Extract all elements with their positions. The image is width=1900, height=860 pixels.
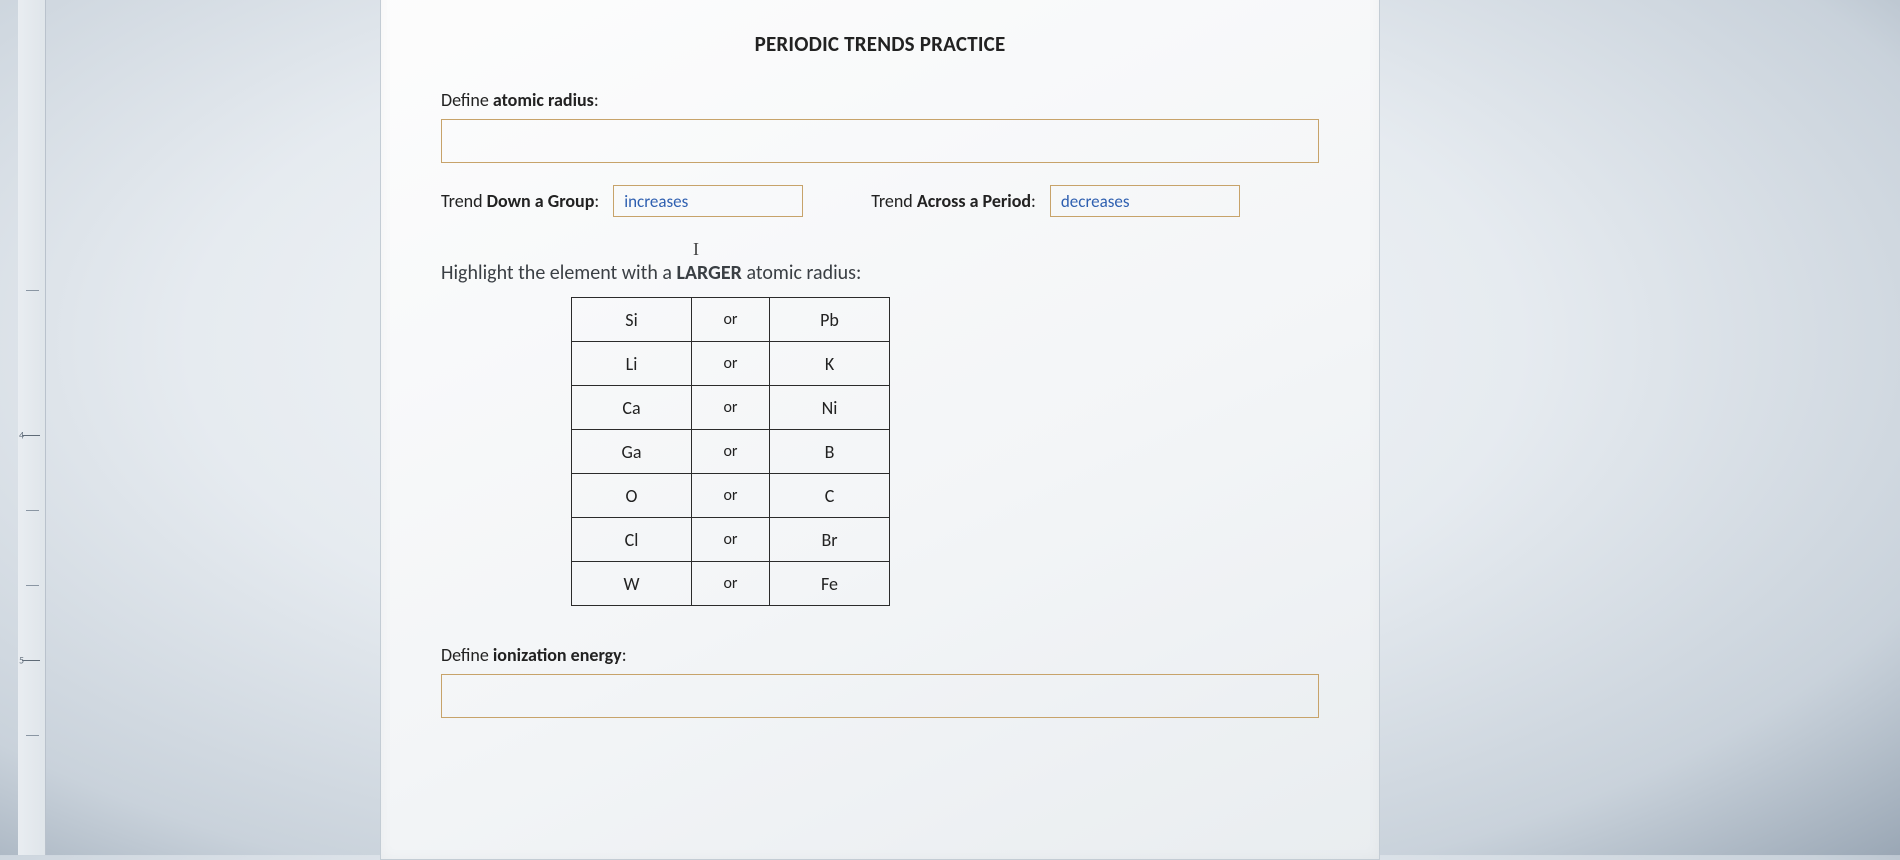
label-bold: Across a Period bbox=[917, 190, 1031, 212]
or-cell: or bbox=[692, 562, 770, 606]
page-title: PERIODIC TRENDS PRACTICE bbox=[441, 31, 1319, 57]
label-text: Define bbox=[441, 89, 493, 111]
element-cell-a[interactable]: Cl bbox=[572, 518, 692, 562]
table-row: WorFe bbox=[572, 562, 890, 606]
label-text: : bbox=[622, 644, 627, 666]
or-cell: or bbox=[692, 342, 770, 386]
label-bold: atomic radius bbox=[493, 89, 594, 111]
label-text: Trend bbox=[441, 190, 487, 212]
element-cell-b[interactable]: C bbox=[770, 474, 890, 518]
element-cell-b[interactable]: B bbox=[770, 430, 890, 474]
ruler-mark-4: 4 bbox=[19, 429, 24, 442]
label-text: : bbox=[594, 89, 599, 111]
table-row: LiorK bbox=[572, 342, 890, 386]
label-text: atomic radius: bbox=[742, 261, 861, 285]
highlight-instruction: Highlight the element with a LARGER atom… bbox=[441, 261, 1319, 285]
element-comparison-table: SiorPbLiorKCaorNiGaorBOorCClorBrWorFe bbox=[571, 297, 890, 606]
trend-period-label: Trend Across a Period: bbox=[871, 190, 1036, 212]
label-bold: Down a Group bbox=[487, 190, 595, 212]
label-bold: LARGER bbox=[676, 261, 741, 285]
element-cell-a[interactable]: Ga bbox=[572, 430, 692, 474]
trend-group-input[interactable]: increases bbox=[613, 185, 803, 217]
element-cell-b[interactable]: K bbox=[770, 342, 890, 386]
element-cell-b[interactable]: Ni bbox=[770, 386, 890, 430]
element-cell-a[interactable]: Si bbox=[572, 298, 692, 342]
or-cell: or bbox=[692, 386, 770, 430]
label-text: : bbox=[1031, 190, 1036, 212]
table-row: ClorBr bbox=[572, 518, 890, 562]
or-cell: or bbox=[692, 298, 770, 342]
table-row: GaorB bbox=[572, 430, 890, 474]
element-cell-b[interactable]: Br bbox=[770, 518, 890, 562]
or-cell: or bbox=[692, 474, 770, 518]
element-cell-a[interactable]: W bbox=[572, 562, 692, 606]
ruler-mark-5: 5 bbox=[19, 654, 24, 667]
trend-period-input[interactable]: decreases bbox=[1050, 185, 1240, 217]
ionization-energy-input[interactable] bbox=[441, 674, 1319, 718]
trend-group-label: Trend Down a Group: bbox=[441, 190, 599, 212]
table-row: OorC bbox=[572, 474, 890, 518]
label-bold: ionization energy bbox=[493, 644, 622, 666]
element-cell-a[interactable]: Ca bbox=[572, 386, 692, 430]
or-cell: or bbox=[692, 430, 770, 474]
vertical-ruler: 4 5 bbox=[18, 0, 46, 855]
label-text: Highlight the element with a bbox=[441, 261, 676, 285]
element-cell-b[interactable]: Pb bbox=[770, 298, 890, 342]
document-page: PERIODIC TRENDS PRACTICE Define atomic r… bbox=[380, 0, 1380, 860]
table-row: SiorPb bbox=[572, 298, 890, 342]
label-text: Define bbox=[441, 644, 493, 666]
label-text: Trend bbox=[871, 190, 917, 212]
element-cell-a[interactable]: O bbox=[572, 474, 692, 518]
or-cell: or bbox=[692, 518, 770, 562]
define-ionization-label: Define ionization energy: bbox=[441, 644, 1319, 666]
define-atomic-radius-label: Define atomic radius: bbox=[441, 89, 1319, 111]
atomic-radius-input[interactable] bbox=[441, 119, 1319, 163]
table-row: CaorNi bbox=[572, 386, 890, 430]
element-cell-b[interactable]: Fe bbox=[770, 562, 890, 606]
label-text: : bbox=[594, 190, 599, 212]
element-cell-a[interactable]: Li bbox=[572, 342, 692, 386]
